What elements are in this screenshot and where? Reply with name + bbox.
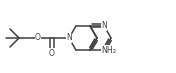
Text: N: N bbox=[66, 34, 72, 42]
Text: NH₂: NH₂ bbox=[102, 46, 117, 55]
Text: O: O bbox=[49, 48, 55, 58]
Text: N: N bbox=[66, 34, 72, 42]
Text: N: N bbox=[101, 21, 107, 30]
Text: O: O bbox=[35, 34, 41, 42]
